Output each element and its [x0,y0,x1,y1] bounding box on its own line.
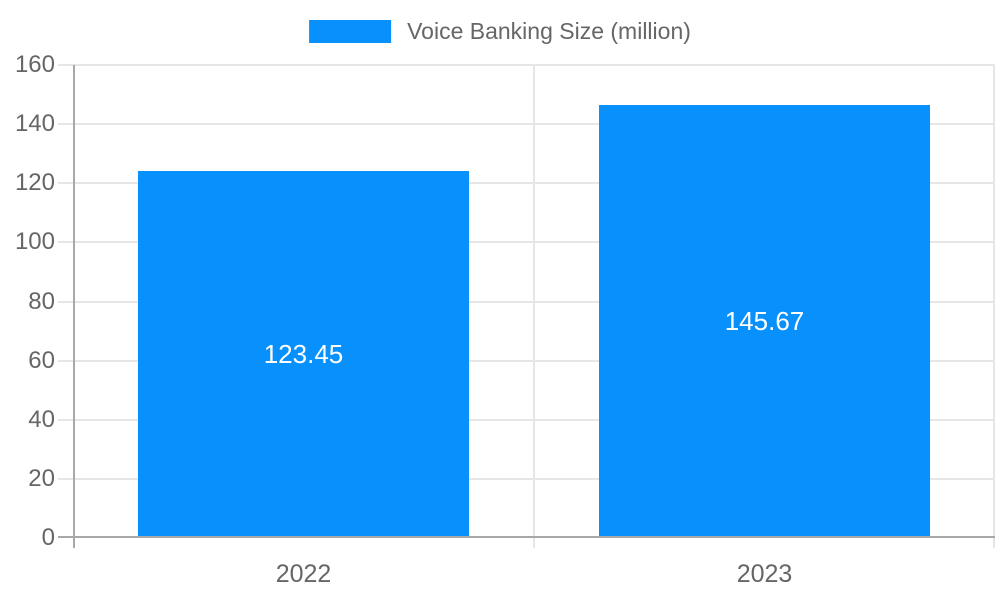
y-tick-label-80: 80 [28,287,55,315]
gridline-y-80 [58,300,995,303]
x-tick-label-2022: 2022 [275,560,332,588]
gridline-y-20 [58,477,995,480]
bar-2023[interactable]: 145.67 [599,105,930,536]
y-axis: 0 20 40 60 80 100 120 140 160 [0,53,55,550]
gridline-y-100 [58,241,995,244]
y-tick-label-100: 100 [14,228,55,256]
bar-value-label-2023: 145.67 [724,305,805,336]
y-tick-label-40: 40 [28,405,55,433]
legend-swatch [309,20,392,44]
legend[interactable]: Voice Banking Size (million) [309,18,691,44]
gridline-y-120 [58,182,995,185]
gridline-y-40 [58,418,995,421]
y-tick-label-0: 0 [41,524,55,551]
gridline-x-boundary-2 [993,65,995,548]
x-axis: 2022 2023 [73,560,995,593]
x-tick-label-2023: 2023 [736,560,793,588]
gridline-y-60 [58,359,995,362]
y-tick-label-120: 120 [14,169,55,197]
gridline-x-boundary-1 [533,65,535,548]
y-axis-line [73,65,75,548]
y-tick-label-60: 60 [28,346,55,374]
bar-value-label-2022: 123.45 [263,338,344,369]
y-tick-label-140: 140 [14,110,55,138]
plot-area: 123.45 145.67 [58,64,995,548]
gridline-y-160 [58,64,995,66]
y-tick-label-20: 20 [28,464,55,492]
gridline-y-140 [58,123,995,126]
bar-2022[interactable]: 123.45 [138,171,469,536]
x-axis-line [58,536,995,538]
y-tick-label-160: 160 [14,51,55,78]
legend-label: Voice Banking Size (million) [407,18,691,44]
